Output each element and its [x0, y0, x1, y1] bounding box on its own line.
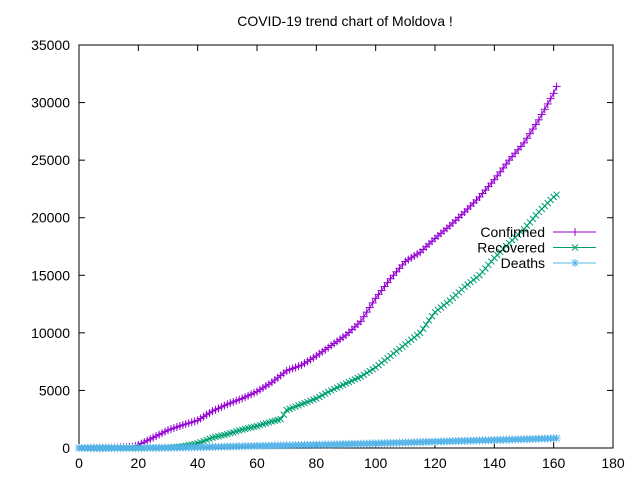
data-point — [546, 94, 555, 103]
data-point — [357, 373, 365, 380]
data-point — [540, 105, 549, 114]
x-tick-label: 40 — [190, 455, 206, 471]
legend-marker — [571, 228, 579, 236]
series-layer — [75, 82, 561, 452]
data-point — [416, 329, 424, 337]
data-point — [356, 317, 365, 326]
data-point — [422, 321, 430, 328]
data-point — [366, 367, 374, 375]
data-point — [543, 99, 552, 108]
x-tick-label: 120 — [423, 455, 447, 471]
y-tick-label: 35000 — [31, 37, 70, 53]
legend-item-deaths: Deaths — [501, 255, 596, 271]
legend-label: Deaths — [501, 255, 545, 271]
legend-marker — [571, 244, 579, 251]
data-point — [525, 129, 534, 138]
data-point — [365, 303, 374, 312]
legend-label: Recovered — [477, 240, 545, 256]
legend-marker — [571, 259, 579, 267]
data-point — [534, 115, 543, 124]
data-point — [549, 89, 558, 98]
data-point — [369, 365, 377, 373]
y-tick-label: 0 — [62, 440, 70, 456]
x-tick-label: 80 — [309, 455, 325, 471]
data-point — [522, 134, 531, 143]
data-point — [528, 125, 537, 134]
data-point — [428, 312, 436, 320]
data-point — [419, 325, 427, 333]
legend-label: Confirmed — [480, 224, 545, 240]
x-tick-label: 160 — [542, 455, 566, 471]
y-tick-label: 30000 — [31, 95, 70, 111]
data-point — [552, 434, 561, 443]
data-point — [520, 138, 528, 147]
data-point — [531, 120, 540, 129]
data-point — [280, 411, 288, 418]
data-point — [537, 110, 546, 119]
chart-title: COVID-19 trend chart of Moldova ! — [237, 13, 453, 29]
x-tick-label: 0 — [75, 455, 83, 471]
data-point — [553, 191, 560, 199]
x-tick-label: 180 — [601, 455, 625, 471]
x-tick-label: 140 — [483, 455, 507, 471]
data-point — [359, 312, 368, 321]
x-axis: 0 20 40 60 80 100 120 140 160 180 — [75, 45, 625, 471]
y-axis: 0 5000 10000 15000 20000 25000 30000 35000 — [31, 37, 613, 456]
y-tick-label: 15000 — [31, 267, 70, 283]
data-point — [425, 317, 433, 324]
data-point — [362, 308, 371, 317]
legend-item-recovered: Recovered — [477, 240, 596, 256]
y-tick-label: 20000 — [31, 210, 70, 226]
x-tick-label: 60 — [249, 455, 265, 471]
series-deaths — [75, 434, 561, 452]
x-tick-label: 100 — [364, 455, 388, 471]
data-point — [277, 415, 285, 423]
series-confirmed — [75, 82, 561, 452]
data-point — [363, 369, 371, 377]
y-tick-label: 5000 — [39, 382, 70, 398]
data-point — [368, 298, 377, 307]
data-point — [552, 82, 561, 91]
y-tick-label: 10000 — [31, 325, 70, 341]
x-tick-label: 20 — [131, 455, 147, 471]
data-point — [360, 371, 368, 379]
legend-item-confirmed: Confirmed — [480, 224, 596, 240]
y-tick-label: 25000 — [31, 152, 70, 168]
